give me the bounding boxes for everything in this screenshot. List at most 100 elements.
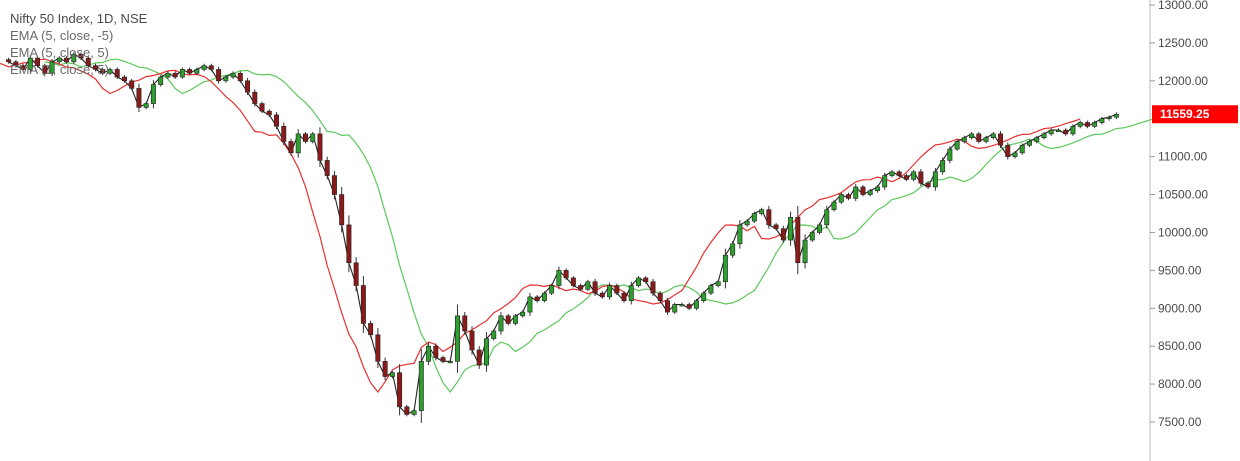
candle-body-129 [940, 160, 946, 173]
candle-body-94 [686, 304, 692, 309]
candle-body-6 [49, 61, 55, 74]
candle-body-124 [903, 175, 909, 180]
candle-body-108 [788, 216, 794, 241]
candle-body-25 [187, 69, 193, 74]
candle-body-136 [990, 133, 996, 138]
candle-body-140 [1019, 144, 1025, 154]
candle-body-72 [527, 296, 533, 313]
candle-body-83 [607, 285, 613, 298]
candle-body-143 [1041, 133, 1047, 138]
candle-body-39 [288, 141, 294, 154]
candle-body-28 [208, 65, 214, 70]
candle-body-87 [636, 277, 641, 286]
candle-body-146 [1063, 129, 1069, 135]
candle-body-123 [896, 171, 902, 176]
candle-body-0 [6, 59, 12, 63]
candle-body-62 [455, 315, 460, 362]
candle-body-139 [1012, 152, 1018, 157]
candle-body-102 [744, 220, 750, 226]
price-axis: 13000.00 12500.00 12000.00 11000.00 10500.00… [1149, 0, 1238, 461]
ema-1-line [8, 53, 1117, 416]
candle-body-73 [534, 296, 540, 301]
candle-body-97 [708, 285, 714, 294]
candle-body-75 [549, 285, 555, 294]
candle-body-82 [599, 292, 605, 298]
candle-body-51 [375, 334, 381, 362]
candle-body-1 [13, 61, 19, 66]
candle-body-80 [585, 281, 591, 290]
candle-body-65 [476, 349, 482, 366]
candle-body-15 [114, 69, 120, 78]
candle-body-111 [809, 232, 815, 241]
candle-body-93 [679, 304, 685, 307]
candle-body-22 [165, 72, 171, 78]
chart-title: Nifty 50 Index, 1D, NSE [10, 11, 148, 26]
candle-body-79 [578, 285, 584, 290]
y-tick-label-0: 13000.00 [1158, 0, 1208, 12]
candle-body-71 [520, 311, 526, 317]
candle-body-144 [1048, 129, 1054, 135]
candle-body-23 [172, 72, 178, 78]
candle-body-115 [838, 194, 844, 203]
candle-body-91 [665, 300, 670, 313]
y-tick-label-7: 9000.00 [1158, 301, 1202, 315]
y-tick-label-1: 12500.00 [1158, 36, 1208, 50]
candle-body-55 [404, 406, 410, 415]
candle-body-52 [382, 361, 388, 377]
candle-body-56 [411, 410, 417, 415]
candle-body-20 [150, 84, 156, 104]
candle-body-63 [462, 315, 468, 332]
candle-body-40 [295, 133, 301, 154]
candle-body-98 [715, 281, 721, 286]
candle-body-50 [368, 323, 374, 336]
candle-body-27 [201, 65, 207, 70]
candle-body-137 [998, 133, 1004, 146]
candle-body-34 [252, 91, 258, 104]
candle-body-38 [281, 126, 287, 142]
candle-body-100 [730, 243, 736, 256]
candle-body-86 [628, 285, 634, 301]
candles [6, 52, 1119, 423]
candle-body-57 [418, 361, 424, 411]
candle-body-76 [556, 270, 562, 286]
candle-body-31 [230, 72, 236, 78]
candle-body-96 [701, 292, 707, 301]
candle-body-152 [1106, 116, 1112, 120]
candle-body-44 [324, 160, 330, 176]
candle-body-89 [650, 281, 656, 294]
candle-body-12 [93, 65, 98, 70]
candle-body-117 [853, 186, 859, 199]
y-tick-label-4: 10500.00 [1158, 188, 1208, 202]
candle-body-85 [621, 292, 627, 301]
plot-area [0, 0, 1150, 461]
y-tick-label-5: 10000.00 [1158, 225, 1208, 239]
candle-body-106 [773, 224, 779, 229]
candle-body-150 [1092, 122, 1098, 127]
candle-body-60 [440, 357, 446, 362]
candle-body-95 [693, 300, 699, 309]
legend-ema-plus5: EMA (5, close, 5) [10, 45, 109, 60]
candle-body-21 [158, 76, 164, 85]
candle-body-114 [831, 201, 837, 211]
legend-ema-1: EMA (1, close, 5) [10, 62, 109, 77]
chart-legend: Nifty 50 Index, 1D, NSE EMA (5, close, -… [10, 10, 147, 78]
last-price-label: 11559.25 [1160, 107, 1210, 121]
candle-body-68 [498, 315, 504, 332]
candle-body-67 [491, 330, 497, 339]
candle-body-46 [339, 194, 345, 226]
candle-body-36 [266, 110, 272, 116]
candle-body-99 [722, 254, 728, 283]
candle-body-127 [925, 182, 931, 188]
candle-body-4 [35, 57, 41, 66]
y-tick-label-8: 8500.00 [1158, 339, 1202, 353]
candle-body-35 [259, 103, 265, 112]
candle-body-92 [672, 304, 678, 313]
candle-body-104 [759, 209, 765, 214]
candle-body-77 [563, 270, 569, 279]
candle-body-70 [512, 315, 518, 324]
candle-body-126 [918, 171, 924, 184]
candle-body-101 [737, 224, 743, 245]
candle-body-14 [107, 69, 113, 74]
candle-body-59 [433, 345, 439, 358]
